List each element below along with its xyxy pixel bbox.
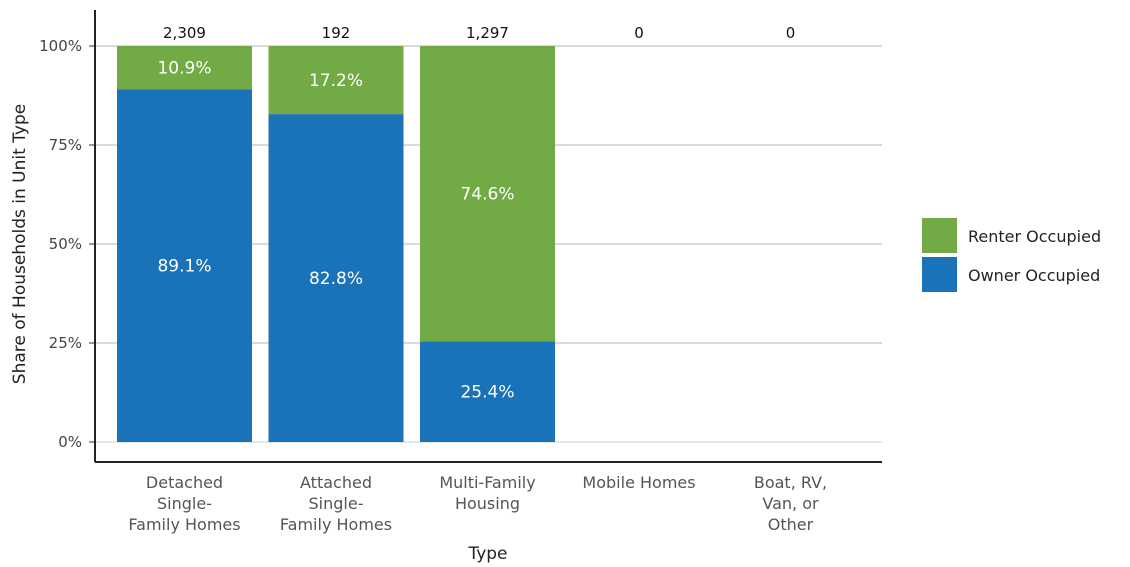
y-tick-label: 100% xyxy=(39,37,82,55)
x-tick-label: Single- xyxy=(309,494,364,513)
bars xyxy=(117,46,555,442)
x-tick-label: Detached xyxy=(146,473,223,492)
legend-label: Renter Occupied xyxy=(968,227,1101,246)
bar-segment-renter-occupied xyxy=(420,46,555,342)
bar-segment-owner-occupied xyxy=(117,89,252,442)
y-tick-label: 0% xyxy=(58,433,82,451)
x-tick-label: Other xyxy=(768,515,814,534)
bar-total-label: 0 xyxy=(634,24,644,42)
y-tick-label: 75% xyxy=(49,136,82,154)
x-tick-label: Single- xyxy=(157,494,212,513)
bar-segment-renter-occupied xyxy=(268,46,404,115)
bar-total-label: 192 xyxy=(322,24,351,42)
legend-label: Owner Occupied xyxy=(968,266,1100,285)
x-tick-label: Family Homes xyxy=(128,515,240,534)
y-axis-title: Share of Households in Unit Type xyxy=(10,104,30,384)
x-tick-label: Mobile Homes xyxy=(582,473,695,492)
bar-value-label: 82.8% xyxy=(309,269,363,289)
bar-total-label: 0 xyxy=(786,24,796,42)
bar-value-label: 25.4% xyxy=(460,383,514,403)
x-axis-title: Type xyxy=(467,544,507,564)
bar-value-label: 10.9% xyxy=(157,59,211,79)
x-tick-label: Family Homes xyxy=(280,515,392,534)
bar-value-label: 17.2% xyxy=(309,71,363,91)
x-tick-label: Boat, RV, xyxy=(754,473,827,492)
axes xyxy=(89,10,882,463)
bar-segment-owner-occupied xyxy=(268,114,404,442)
bar-value-label: 89.1% xyxy=(157,257,211,277)
bar-total-label: 1,297 xyxy=(466,24,509,42)
y-tick-label: 50% xyxy=(49,235,82,253)
labels: 0% 25% 50% 75% 100% 89.1% 10.9% 2,309 Detached Si… xyxy=(39,24,827,534)
x-tick-label: Van, or xyxy=(762,494,819,513)
x-tick-label: Housing xyxy=(455,494,520,513)
x-tick-label: Multi-Family xyxy=(439,473,535,492)
legend-swatch xyxy=(922,257,957,292)
legend-swatch xyxy=(922,218,957,253)
y-tick-label: 25% xyxy=(49,334,82,352)
bar-total-label: 2,309 xyxy=(163,24,206,42)
legend: Renter Occupied Owner Occupied xyxy=(922,218,1101,292)
bar-value-label: 74.6% xyxy=(460,185,514,205)
x-tick-label: Attached xyxy=(300,473,372,492)
bar-segment-owner-occupied xyxy=(420,341,555,442)
bar-segment-renter-occupied xyxy=(117,46,252,90)
